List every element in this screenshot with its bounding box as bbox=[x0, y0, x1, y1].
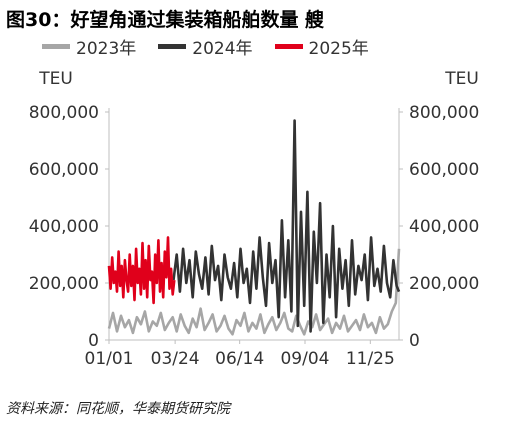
y-tick-label-right: 600,000 bbox=[409, 160, 479, 180]
legend-item-2024: 2024年 bbox=[158, 34, 253, 59]
y-tick-label-right: 800,000 bbox=[409, 103, 479, 123]
x-tick-label: 03/24 bbox=[151, 349, 200, 369]
y-tick-label-left: 400,000 bbox=[29, 217, 99, 237]
legend-item-2023: 2023年 bbox=[42, 34, 136, 59]
y-tick-label-left: 0 bbox=[88, 331, 99, 351]
x-tick-label: 01/01 bbox=[85, 349, 134, 369]
y-tick-label-left: 800,000 bbox=[29, 103, 99, 123]
x-tick-label: 09/04 bbox=[280, 349, 329, 369]
y-unit-left: TEU bbox=[38, 69, 73, 89]
legend-label-2023: 2023年 bbox=[76, 39, 137, 59]
legend-swatch-2024 bbox=[158, 44, 187, 49]
y-unit-right: TEU bbox=[444, 69, 479, 89]
x-tick-label: 11/25 bbox=[346, 349, 395, 369]
legend-item-2025: 2025年 bbox=[274, 34, 369, 59]
x-tick-label: 06/14 bbox=[215, 349, 264, 369]
chart-title: 图30：好望角通过集装箱船舶数量 艘 bbox=[6, 9, 325, 31]
y-tick-label-left: 200,000 bbox=[29, 274, 99, 294]
y-tick-label-right: 200,000 bbox=[409, 274, 479, 294]
legend-swatch-2023 bbox=[42, 44, 70, 49]
series-line-2023年 bbox=[107, 248, 401, 336]
legend-label-2024: 2024年 bbox=[192, 39, 253, 59]
y-tick-label-right: 400,000 bbox=[409, 217, 479, 237]
series-line-2025年 bbox=[107, 236, 176, 305]
series-line-2024年 bbox=[172, 119, 401, 333]
y-tick-label-left: 600,000 bbox=[29, 160, 99, 180]
source-note: 资料来源：同花顺，华泰期货研究院 bbox=[6, 401, 230, 417]
legend-swatch-2025 bbox=[274, 44, 303, 49]
chart-legend: 2023年 2024年 2025年 bbox=[42, 34, 369, 59]
legend-label-2025: 2025年 bbox=[308, 39, 369, 59]
y-tick-label-right: 0 bbox=[409, 331, 420, 351]
